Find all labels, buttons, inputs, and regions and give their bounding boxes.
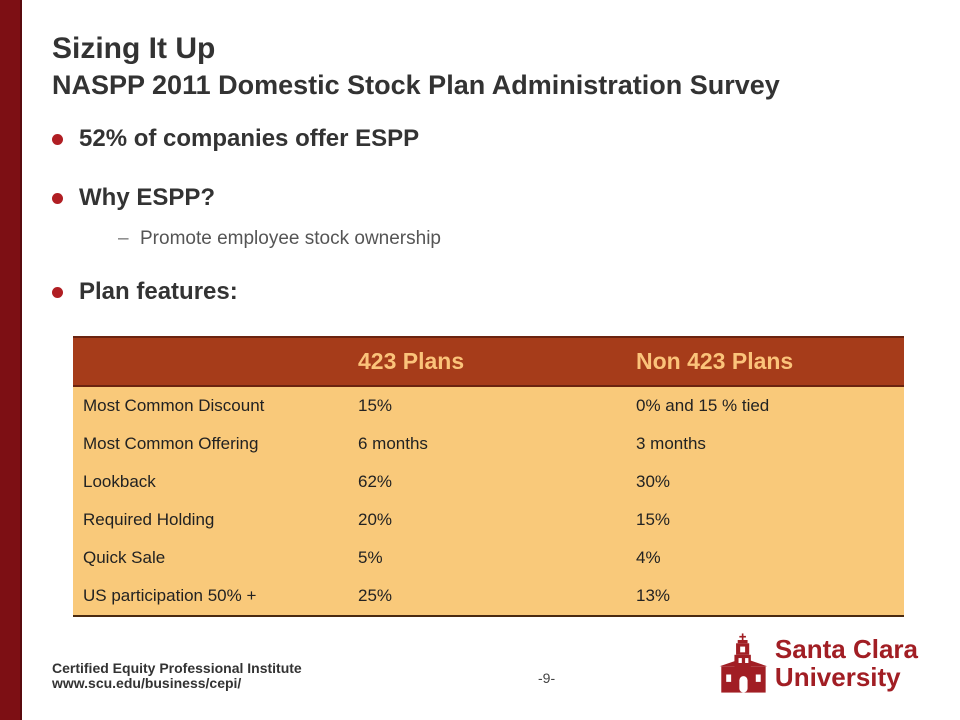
logo-wordmark: Santa Clara University: [775, 635, 918, 691]
dash-icon: –: [118, 228, 129, 249]
bullet-text: Plan features:: [79, 278, 238, 305]
left-accent-bar: [0, 0, 22, 720]
bullet-dot-icon: [52, 192, 63, 204]
row-value-423: 62%: [358, 472, 393, 491]
table-row: Required Holding 20% 15%: [73, 501, 904, 539]
header-cell-non-423-plans: Non 423 Plans: [626, 336, 904, 387]
row-value-423: 25%: [358, 586, 393, 605]
plan-features-table: 423 Plans Non 423 Plans Most Common Disc…: [73, 336, 904, 617]
row-value-non-423: 13%: [636, 586, 671, 605]
row-value-non-423: 0% and 15 % tied: [636, 396, 770, 415]
row-label: Most Common Offering: [83, 434, 259, 453]
slide-subtitle: NASPP 2011 Domestic Stock Plan Administr…: [52, 70, 780, 100]
header-cell-blank: [73, 336, 348, 387]
bullet-text: 52% of companies offer ESPP: [79, 125, 420, 152]
row-value-non-423: 3 months: [636, 434, 706, 453]
row-value-423: 20%: [358, 510, 393, 529]
logo-line-university: University: [774, 661, 901, 692]
row-value-423: 6 months: [358, 434, 428, 453]
table-row: Lookback 62% 30%: [73, 463, 904, 501]
table-row: Quick Sale 5% 4%: [73, 539, 904, 577]
row-value-non-423: 15%: [636, 510, 671, 529]
santa-clara-university-logo: Santa Clara University: [718, 625, 918, 700]
row-label: US participation 50% +: [83, 586, 257, 605]
row-value-423: 5%: [358, 548, 383, 567]
mission-church-icon: [719, 632, 768, 693]
bullet-item: 52% of companies offer ESPP: [52, 125, 419, 153]
row-value-non-423: 4%: [636, 548, 661, 567]
table-row: Most Common Offering 6 months 3 months: [73, 425, 904, 463]
bullet-item: Plan features:: [52, 278, 238, 306]
bullet-dot-icon: [52, 286, 63, 298]
table-row: US participation 50% + 25% 13%: [73, 577, 904, 616]
bullet-dot-icon: [52, 133, 63, 145]
row-label: Quick Sale: [83, 548, 166, 567]
row-label: Required Holding: [83, 510, 215, 529]
sub-bullet-text: Promote employee stock ownership: [140, 228, 441, 249]
row-label: Lookback: [83, 472, 156, 491]
header-cell-423-plans: 423 Plans: [348, 336, 626, 387]
row-value-423: 15%: [358, 396, 393, 415]
bullet-text: Why ESPP?: [79, 184, 216, 211]
slide-title: Sizing It Up: [52, 32, 216, 65]
bullet-item: Why ESPP?: [52, 184, 215, 212]
sub-bullet-item: – Promote employee stock ownership: [118, 228, 441, 250]
table-header-row: 423 Plans Non 423 Plans: [73, 336, 904, 387]
row-value-non-423: 30%: [636, 472, 671, 491]
footer-organization: Certified Equity Professional Institute: [52, 660, 302, 676]
row-label: Most Common Discount: [83, 396, 265, 415]
logo-line-santa-clara: Santa Clara: [774, 633, 918, 664]
table-row: Most Common Discount 15% 0% and 15 % tie…: [73, 386, 904, 425]
footer-url-link[interactable]: www.scu.edu/business/cepi/: [52, 675, 242, 691]
page-number: -9-: [538, 670, 556, 686]
